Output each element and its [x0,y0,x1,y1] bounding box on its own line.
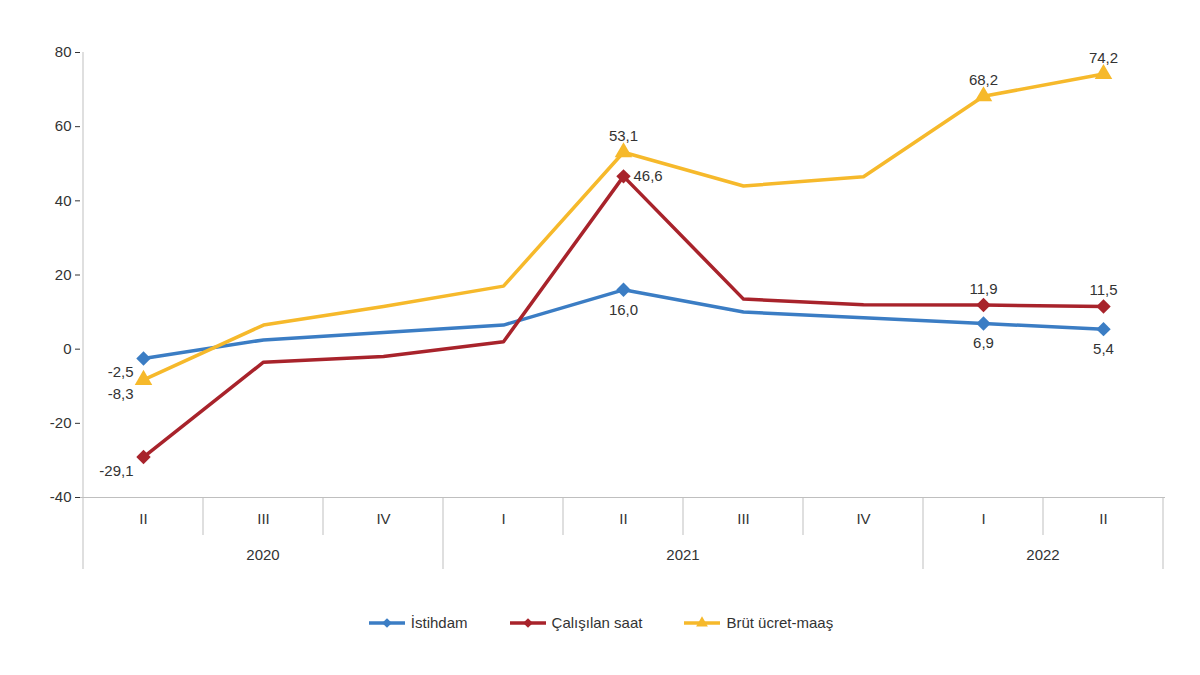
svg-text:40: 40 [55,192,72,209]
svg-text:-29,1: -29,1 [99,462,133,479]
html-text:Çalışılan saat: Çalışılan saat [551,614,643,631]
svg-text:I: I [501,510,505,527]
svg-text:11,5: 11,5 [1089,281,1117,298]
svg-text:2020: 2020 [246,546,279,563]
svg-text:2021: 2021 [666,546,699,563]
svg-text:I: I [981,510,985,527]
svg-text:16,0: 16,0 [609,301,638,318]
svg-text:IV: IV [856,510,870,527]
svg-text:0: 0 [63,340,71,357]
html-text:İstihdam: İstihdam [410,614,468,631]
html-text:Brüt ücret-maaş: Brüt ücret-maaş [726,614,834,631]
svg-text:III: III [257,510,270,527]
svg-text:-20: -20 [50,414,72,431]
svg-text:2022: 2022 [1026,546,1059,563]
svg-text:46,6: 46,6 [634,167,663,184]
svg-text:II: II [1099,510,1107,527]
svg-text:60: 60 [55,117,72,134]
svg-text:6,9: 6,9 [973,334,994,351]
svg-text:53,1: 53,1 [609,127,638,144]
svg-text:IV: IV [376,510,390,527]
svg-text:74,2: 74,2 [1089,49,1118,66]
svg-text:-8,3: -8,3 [108,385,134,402]
svg-text:II: II [139,510,147,527]
svg-text:-2,5: -2,5 [108,363,134,380]
svg-text:III: III [737,510,750,527]
svg-text:II: II [619,510,627,527]
svg-text:11,9: 11,9 [969,280,997,297]
svg-text:-40: -40 [50,488,72,505]
svg-text:80: 80 [55,43,72,60]
svg-text:68,2: 68,2 [969,71,998,88]
svg-text:20: 20 [55,266,72,283]
svg-text:5,4: 5,4 [1093,340,1114,357]
